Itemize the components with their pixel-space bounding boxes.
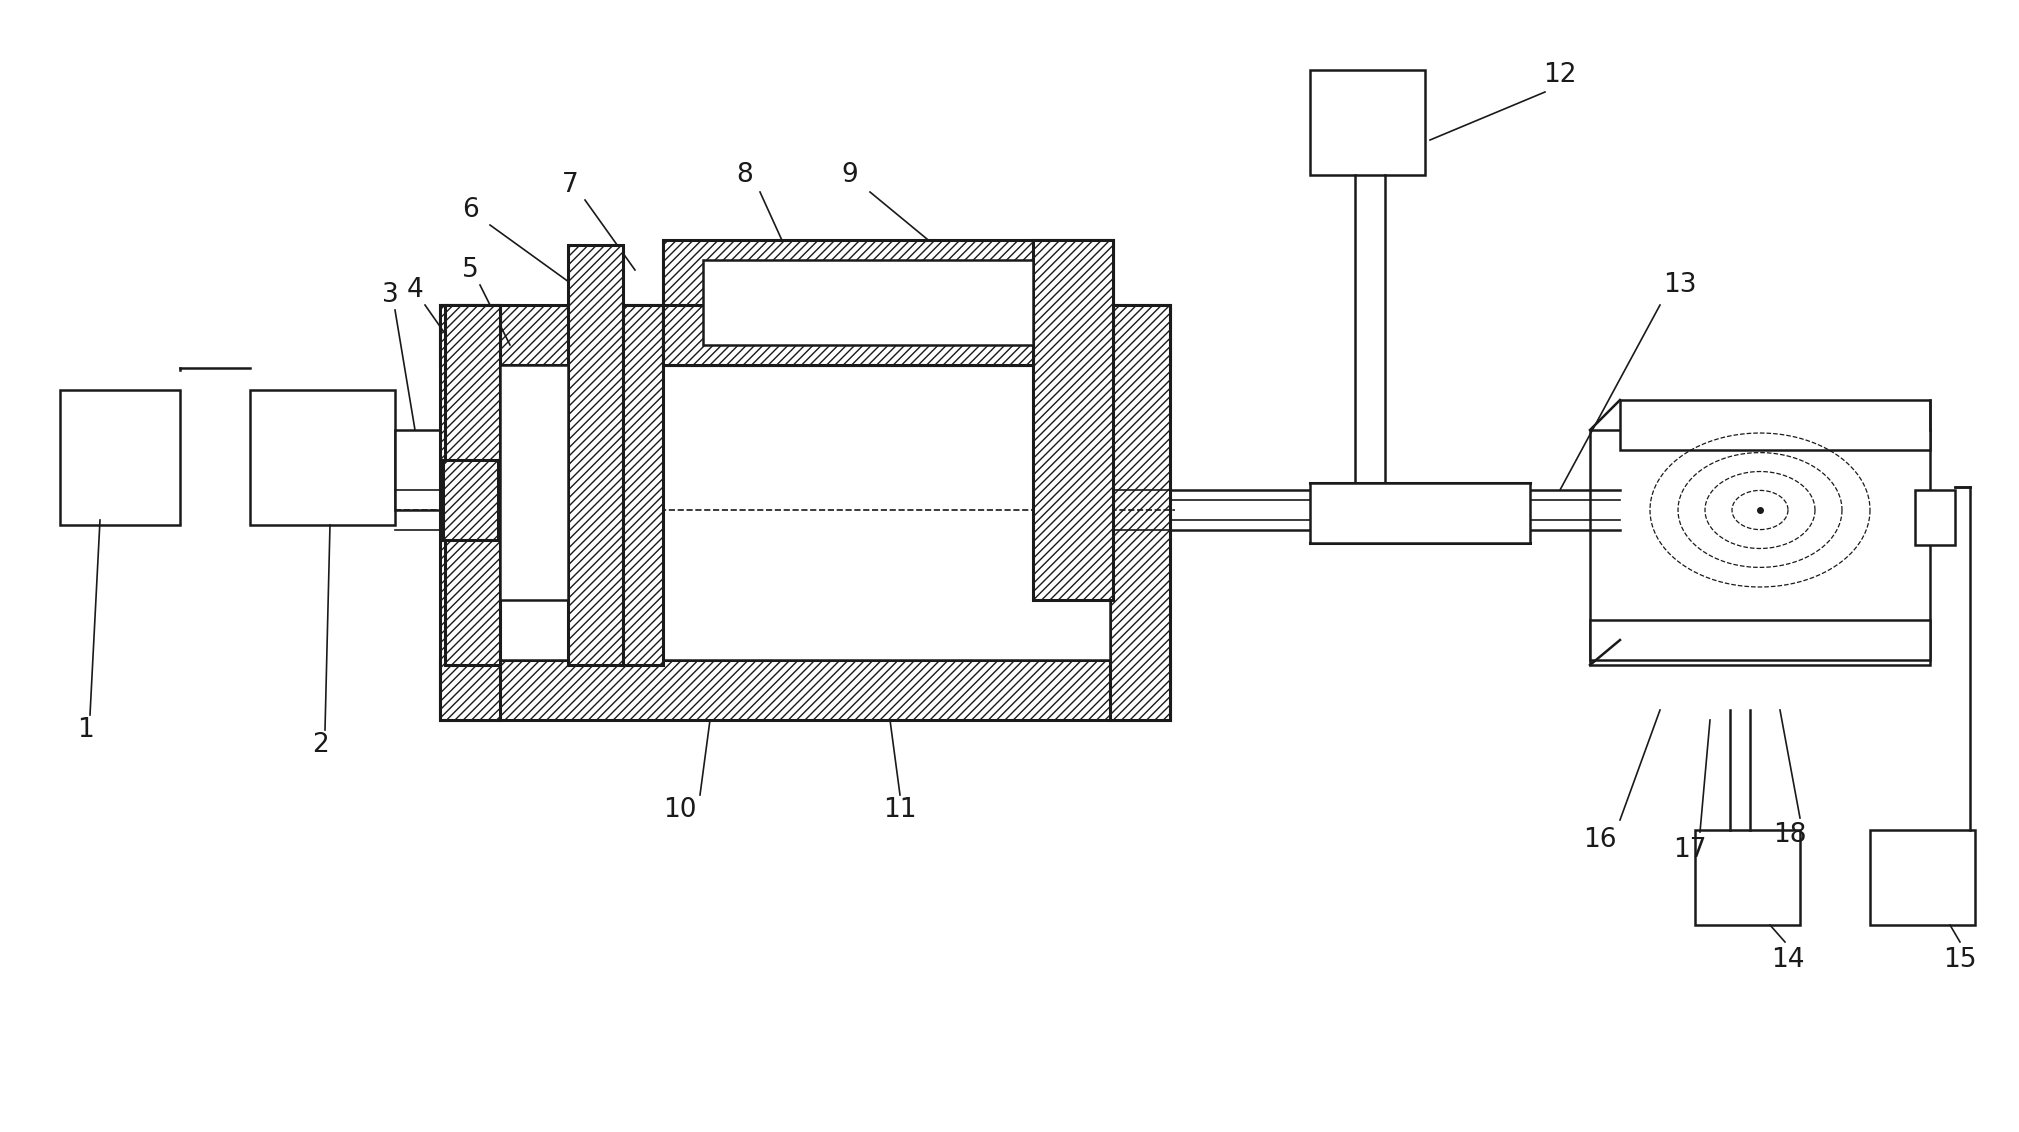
Text: 6: 6 — [462, 197, 479, 223]
Text: 5: 5 — [462, 257, 479, 283]
Bar — [501, 365, 1110, 660]
Text: 16: 16 — [1583, 827, 1617, 854]
Text: 18: 18 — [1773, 822, 1807, 848]
Bar — [1914, 490, 1954, 544]
Text: 15: 15 — [1942, 947, 1977, 974]
Bar — [624, 305, 662, 664]
Bar — [250, 391, 396, 525]
Bar — [1310, 483, 1530, 543]
Bar — [1696, 830, 1801, 925]
Bar — [61, 391, 180, 525]
Bar — [501, 365, 567, 600]
Text: 13: 13 — [1664, 272, 1696, 298]
Bar — [1619, 400, 1930, 451]
Text: 12: 12 — [1543, 62, 1577, 88]
Bar — [1591, 430, 1930, 664]
Bar — [1034, 240, 1112, 600]
Text: 9: 9 — [842, 162, 858, 188]
Bar — [442, 460, 499, 540]
Bar — [444, 305, 501, 664]
Bar — [567, 245, 624, 664]
Text: 2: 2 — [311, 732, 329, 758]
Text: 17: 17 — [1674, 837, 1706, 863]
Text: 11: 11 — [882, 797, 917, 823]
Bar — [703, 260, 1034, 345]
Text: 3: 3 — [382, 282, 398, 308]
Bar — [440, 660, 1169, 720]
Bar — [1110, 305, 1169, 720]
Bar — [440, 305, 501, 720]
Text: 1: 1 — [77, 717, 93, 743]
Text: 8: 8 — [737, 162, 753, 188]
Bar — [662, 305, 1034, 365]
Bar — [662, 240, 1112, 365]
Text: 14: 14 — [1771, 947, 1805, 974]
Bar — [396, 430, 444, 511]
Bar — [1870, 830, 1975, 925]
Text: 7: 7 — [561, 172, 577, 198]
Bar — [1591, 620, 1930, 660]
Text: 4: 4 — [406, 277, 424, 303]
Text: 10: 10 — [664, 797, 697, 823]
Bar — [1310, 70, 1425, 175]
Bar — [440, 305, 1169, 365]
